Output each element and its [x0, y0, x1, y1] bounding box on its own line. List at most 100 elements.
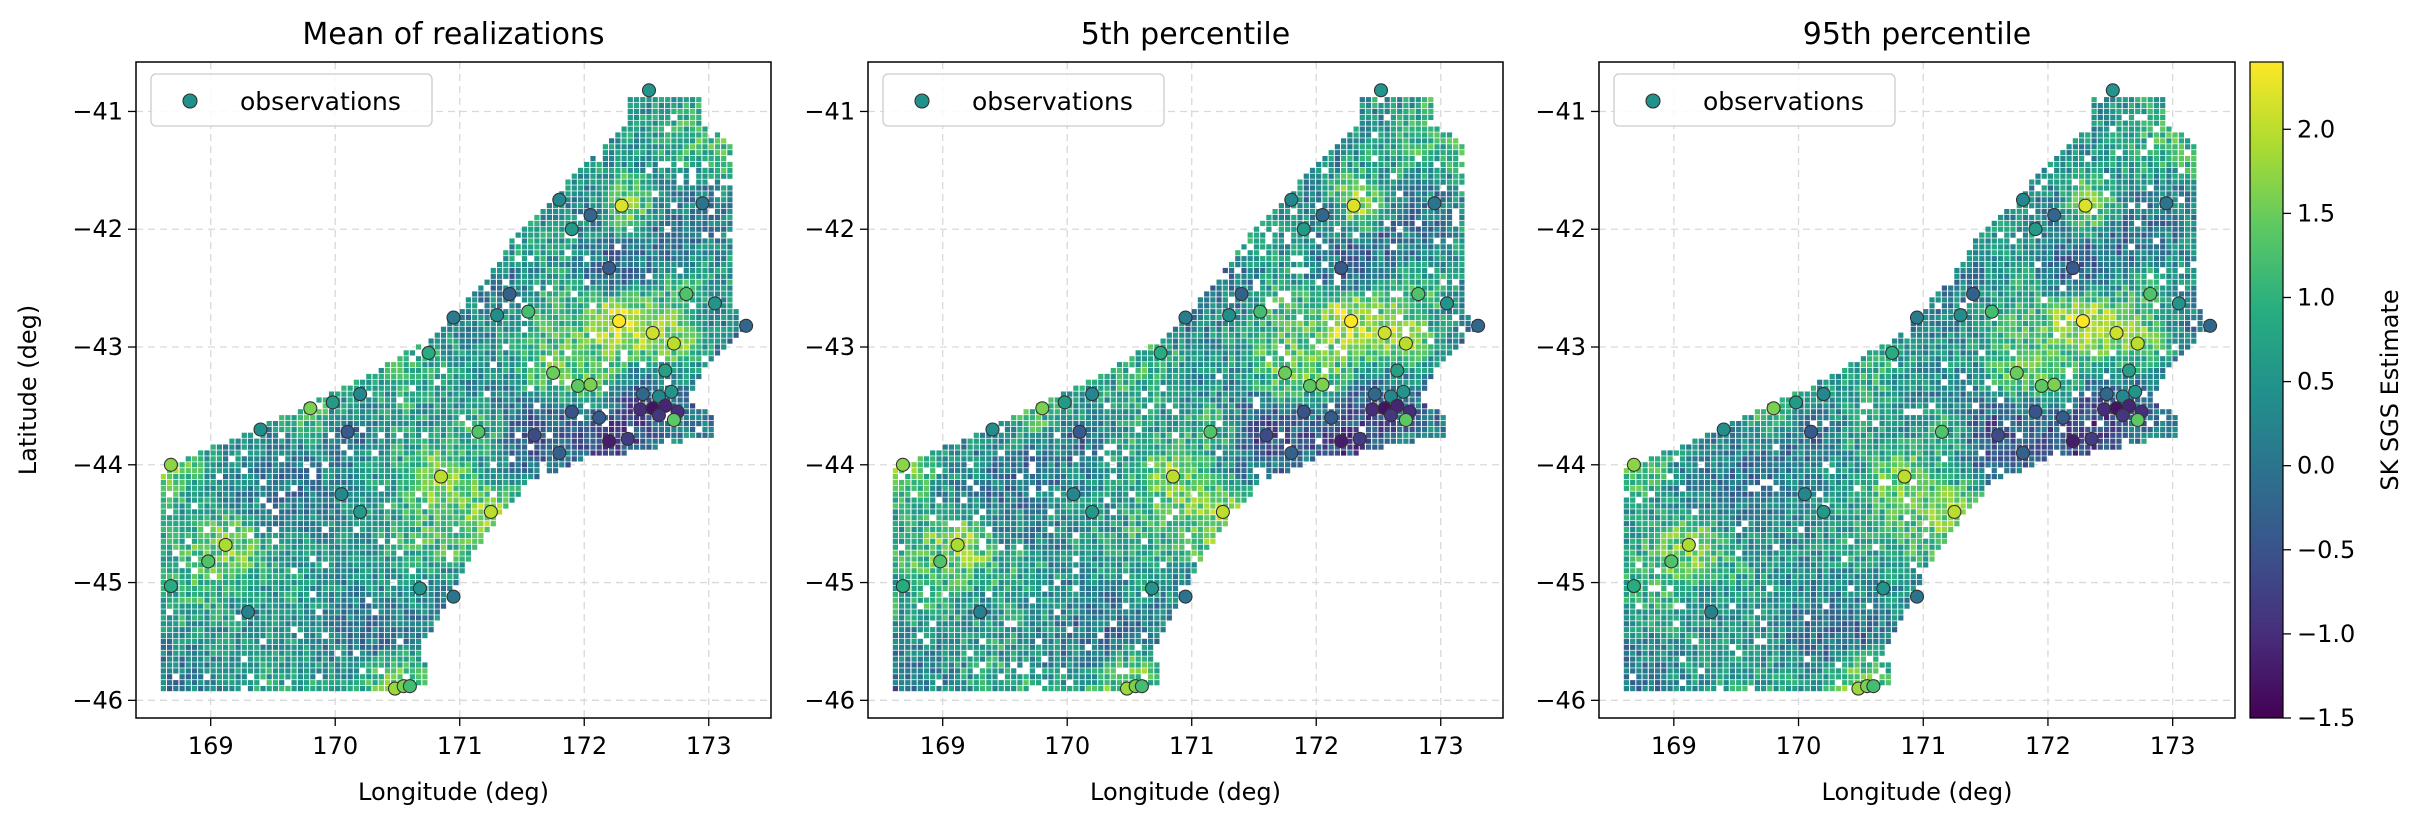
field-point [397, 574, 403, 580]
field-point [167, 515, 173, 521]
field-point [621, 126, 627, 132]
field-point [422, 497, 428, 503]
field-point [565, 303, 571, 309]
field-point [341, 633, 347, 639]
field-point [335, 574, 341, 580]
field-point [490, 438, 496, 444]
field-point [229, 633, 235, 639]
field-point [577, 267, 584, 274]
field-point [671, 126, 677, 132]
field-point [353, 432, 359, 438]
field-point [260, 503, 266, 509]
field-point [577, 291, 584, 297]
field-point [1309, 244, 1316, 250]
field-point [160, 580, 166, 586]
field-point [640, 426, 646, 433]
observation-point [340, 424, 355, 439]
field-point [559, 285, 565, 291]
field-point [484, 368, 490, 374]
field-point [447, 538, 453, 544]
field-point [615, 432, 621, 438]
field-point [633, 309, 640, 315]
field-point [210, 474, 216, 480]
field-point [484, 315, 490, 321]
field-point [328, 674, 335, 680]
field-point [397, 662, 403, 668]
field-point [497, 397, 503, 403]
field-point [721, 320, 727, 327]
field-point [247, 562, 254, 568]
field-point [490, 468, 496, 474]
field-point [727, 209, 733, 215]
field-point [540, 332, 546, 338]
field-point [397, 591, 403, 597]
field-point [702, 132, 708, 138]
field-point [291, 426, 297, 433]
field-point [1422, 120, 1428, 126]
field-point [241, 544, 247, 550]
field-point [384, 627, 391, 633]
field-point [1303, 214, 1309, 221]
field-point [397, 621, 403, 627]
field-point [546, 438, 552, 444]
field-point [297, 515, 303, 521]
field-point [266, 603, 272, 609]
field-point [714, 326, 721, 332]
field-point [503, 362, 509, 368]
field-point [540, 250, 546, 256]
field-point [316, 521, 322, 527]
field-point [721, 167, 727, 173]
field-point [459, 521, 465, 527]
field-point [503, 468, 509, 474]
field-point [229, 686, 235, 692]
field-point [1235, 250, 1241, 256]
field-point [391, 603, 397, 609]
field-point [1365, 226, 1372, 232]
field-point [160, 509, 166, 515]
field-point [665, 197, 671, 203]
field-point [422, 385, 428, 391]
field-point [347, 485, 353, 491]
field-point [590, 203, 596, 209]
field-point [254, 656, 260, 662]
field-point [416, 362, 422, 368]
field-point [509, 479, 515, 486]
field-point [223, 686, 229, 692]
field-point [235, 474, 241, 480]
field-point [397, 562, 403, 568]
field-point [384, 468, 391, 474]
field-point [1390, 97, 1396, 103]
field-point [204, 574, 210, 580]
field-point [322, 468, 328, 474]
field-point [658, 344, 664, 350]
field-point [490, 432, 496, 438]
field-point [347, 556, 353, 562]
field-point [646, 103, 652, 109]
field-point [204, 633, 210, 639]
field-point [397, 379, 403, 385]
field-point [559, 368, 565, 374]
field-point [621, 291, 627, 297]
field-point [683, 226, 689, 232]
field-point [671, 432, 677, 438]
field-point [1359, 214, 1365, 221]
field-point [266, 656, 272, 662]
observation-point [635, 387, 650, 402]
field-point [422, 668, 428, 674]
field-point [347, 538, 353, 544]
field-point [546, 344, 552, 350]
field-point [247, 527, 254, 533]
field-point [1446, 185, 1453, 191]
field-point [658, 432, 664, 438]
field-point [260, 532, 266, 539]
field-point [472, 521, 478, 527]
field-point [210, 686, 216, 692]
field-point [1446, 150, 1453, 156]
field-point [360, 379, 366, 385]
field-point [285, 479, 291, 486]
field-point [1409, 167, 1415, 173]
field-point [1459, 173, 1465, 179]
field-point [378, 568, 384, 574]
field-point [266, 627, 272, 633]
field-point [546, 291, 552, 297]
